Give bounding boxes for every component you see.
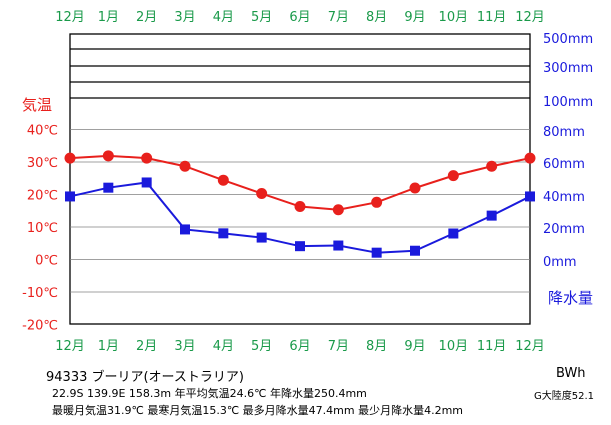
month-label-top: 4月: [213, 10, 234, 25]
month-label-bottom: 10月: [439, 339, 469, 354]
temperature-tick-label: 30℃: [27, 156, 58, 171]
precipitation-tick-label: 100mm: [543, 95, 593, 110]
month-labels-top: 12月 1月 2月 3月 4月 5月 6月 7月 8月 9月 10月 11月 12月: [55, 10, 545, 25]
month-label-bottom: 11月: [477, 339, 507, 354]
temperature-axis-title: 気温: [22, 96, 52, 114]
precipitation-axis-title: 降水量: [548, 289, 593, 307]
precipitation-tick-label: 80mm: [543, 125, 585, 140]
month-label-bottom: 9月: [404, 339, 425, 354]
precipitation-tick-label: 0mm: [543, 255, 577, 270]
temperature-point: [64, 152, 76, 164]
koppen-class: BWh: [556, 366, 586, 381]
precipitation-point: [371, 247, 382, 258]
month-label-bottom: 7月: [328, 339, 349, 354]
precipitation-point: [256, 232, 267, 243]
temperature-tick-label: 0℃: [35, 254, 58, 269]
precipitation-point: [333, 240, 344, 251]
station-name: 94333 ブーリア(オーストラリア): [46, 370, 244, 385]
station-summary-2: 最暖月気温31.9℃ 最寒月気温15.3℃ 最多月降水量47.4mm 最少月降水…: [52, 404, 464, 417]
grid-lines: [70, 48, 530, 293]
precipitation-point: [410, 245, 420, 256]
precipitation-series: [65, 177, 535, 258]
temperature-tick-label: 10℃: [27, 221, 58, 236]
precipitation-point: [103, 182, 114, 193]
precipitation-point: [486, 210, 497, 221]
temperature-point: [179, 160, 191, 172]
temperature-point: [141, 152, 153, 164]
precipitation-point: [180, 224, 190, 235]
continentality-index: G大陸度52.1: [534, 391, 595, 402]
precipitation-tick-label: 20mm: [543, 222, 585, 237]
month-label-bottom: 3月: [174, 339, 195, 354]
month-label-bottom: 8月: [366, 339, 387, 354]
precipitation-point: [218, 228, 229, 239]
temperature-point: [294, 201, 306, 213]
month-label-top: 11月: [477, 10, 507, 25]
temperature-point: [447, 170, 459, 182]
temperature-tick-label: 20℃: [27, 189, 58, 204]
precipitation-point: [295, 241, 305, 252]
plot-frame: [69, 33, 531, 325]
month-label-bottom: 5月: [251, 339, 272, 354]
temperature-tick-label: 40℃: [27, 124, 58, 139]
precipitation-point: [141, 177, 152, 188]
precipitation-tick-label: 40mm: [543, 190, 585, 205]
month-label-top: 8月: [366, 10, 387, 25]
month-label-top: 12月: [55, 10, 85, 25]
temperature-point: [217, 174, 229, 186]
month-label-top: 10月: [439, 10, 469, 25]
temperature-point: [486, 160, 498, 172]
temperature-point: [102, 150, 114, 162]
temperature-point: [256, 188, 268, 200]
month-label-top: 7月: [328, 10, 349, 25]
month-label-bottom: 1月: [98, 339, 119, 354]
month-label-top: 12月: [515, 10, 545, 25]
temperature-point: [409, 182, 421, 194]
month-label-top: 9月: [404, 10, 425, 25]
temperature-tick-label: -10℃: [22, 286, 58, 301]
precipitation-tick-label: 500mm: [543, 32, 593, 47]
month-label-top: 6月: [289, 10, 310, 25]
temperature-tick-label: -20℃: [22, 319, 58, 334]
month-label-top: 5月: [251, 10, 272, 25]
month-label-bottom: 6月: [289, 339, 310, 354]
temperature-series: [64, 150, 536, 216]
station-summary-1: 22.9S 139.9E 158.3m 年平均気温24.6℃ 年降水量250.4…: [52, 387, 367, 400]
month-label-top: 2月: [136, 10, 157, 25]
precipitation-point: [448, 228, 459, 239]
month-labels-bottom: 12月 1月 2月 3月 4月 5月 6月 7月 8月 9月 10月 11月 12月: [55, 339, 545, 354]
month-label-top: 3月: [174, 10, 195, 25]
month-label-bottom: 12月: [515, 339, 545, 354]
plot-border: [69, 33, 531, 325]
precipitation-point: [525, 191, 535, 202]
month-label-bottom: 2月: [136, 339, 157, 354]
precipitation-tick-label: 300mm: [543, 61, 593, 76]
precipitation-tick-label: 60mm: [543, 157, 585, 172]
precipitation-point: [65, 191, 75, 202]
temperature-point: [371, 196, 383, 208]
temperature-tick-labels: 40℃ 30℃ 20℃ 10℃ 0℃ -10℃ -20℃: [22, 124, 58, 334]
month-label-bottom: 4月: [213, 339, 234, 354]
temperature-point: [524, 152, 536, 164]
month-label-bottom: 12月: [55, 339, 85, 354]
precipitation-tick-labels: 500mm 300mm 100mm 80mm 60mm 40mm 20mm 0mm: [543, 32, 593, 270]
temperature-point: [332, 204, 344, 216]
month-label-top: 1月: [98, 10, 119, 25]
